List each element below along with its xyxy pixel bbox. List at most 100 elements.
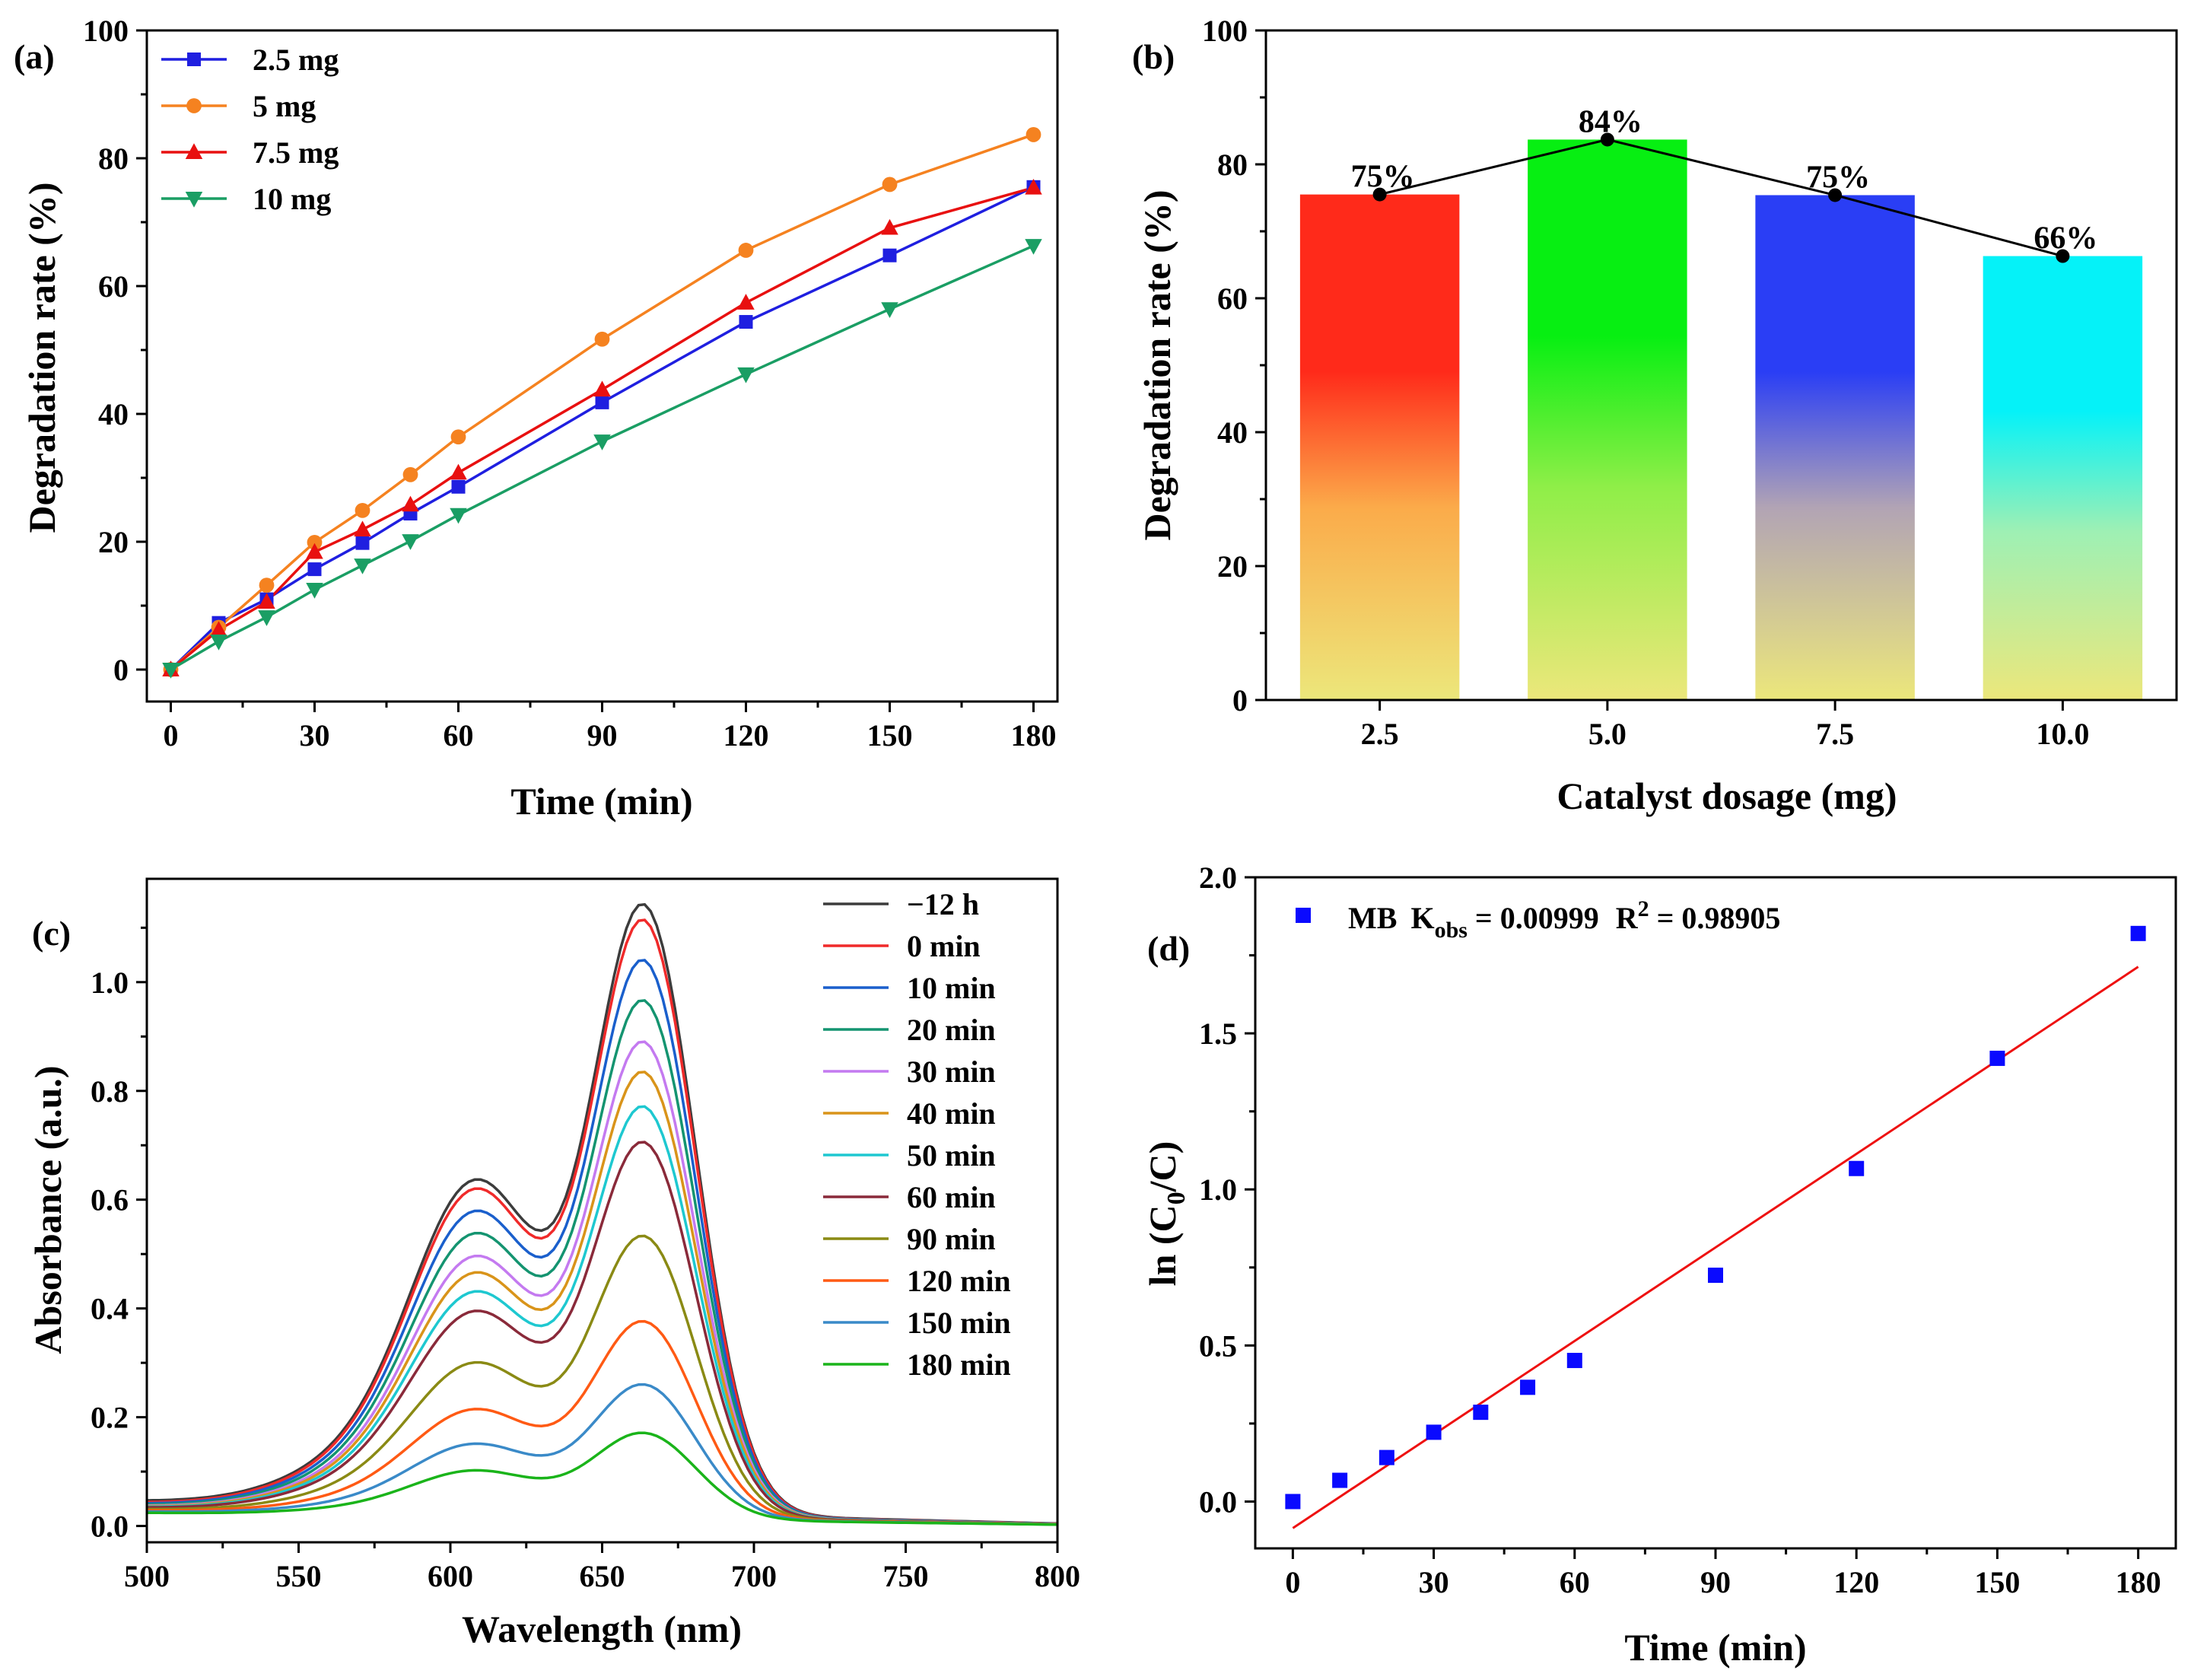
- panel-d-x-tick-label: 60: [1560, 1565, 1590, 1599]
- data-point-10-mg: [402, 534, 419, 550]
- data-point-2.5-mg: [739, 315, 753, 329]
- scatter-point: [1379, 1449, 1394, 1465]
- legend-label-7.5-mg: 7.5 mg: [253, 135, 339, 170]
- panel-b-x-tick-label: 5.0: [1588, 717, 1627, 751]
- legend-label-30-min: 30 min: [907, 1055, 996, 1089]
- panel-a-x-tick-label: 60: [444, 718, 474, 752]
- bar-7.5: [1755, 195, 1915, 701]
- panel-c-x-axis-title: Wavelength (nm): [462, 1608, 742, 1650]
- overlay-trend-line: [1379, 138, 2063, 258]
- panel-d-x-tick-label: 0: [1285, 1565, 1300, 1599]
- panel-c-y-tick-label: 1.0: [91, 966, 129, 1000]
- panel-c-y-tick-label: 0.6: [91, 1183, 129, 1217]
- legend-label-90-min: 90 min: [907, 1222, 996, 1256]
- legend-marker-7.5-mg: [185, 143, 203, 159]
- panel-b-axes-frame: [1264, 29, 2178, 702]
- panel-c-plot-area: 500 550 600 650 700 750 800 0.0 0.2 0.4 0.6 0.8 1.0: [91, 902, 1080, 1593]
- panel-a-x-tick-label: 150: [867, 718, 913, 752]
- panel-d-label: (d): [1147, 929, 1190, 968]
- overlay-point-5.0: [1600, 132, 1614, 147]
- data-point-7.5-mg: [210, 621, 227, 637]
- bar-2.5: [1299, 194, 1460, 701]
- panel-a-x-axis-title: Time (min): [510, 780, 692, 822]
- data-point-10-mg: [306, 583, 323, 599]
- panel-b-label: (b): [1132, 37, 1175, 76]
- data-point-7.5-mg: [306, 542, 323, 559]
- data-point-7.5-mg: [258, 593, 275, 609]
- panel-c-x-tick-label: 800: [1035, 1559, 1080, 1593]
- panel-c-legend: −12 h 0 min 10 min 20 min 30 min 40 min 50 min…: [823, 887, 1011, 1382]
- data-point-2.5-mg: [451, 479, 466, 494]
- panel-a-x-tick-label: 30: [300, 718, 330, 752]
- overlay-point-7.5: [1828, 188, 1843, 202]
- panel-c-x-tick-label: 550: [276, 1559, 322, 1593]
- data-point-7.5-mg: [354, 520, 371, 537]
- panel-a-legend: 2.5 mg 5 mg 7.5 mg 10 mg: [161, 43, 339, 216]
- bar-5.0: [1528, 139, 1687, 700]
- panel-c-y-tick-label: 0.0: [91, 1510, 129, 1544]
- scatter-point: [1989, 1050, 2005, 1066]
- panel-d-x-tick-label: 90: [1700, 1565, 1731, 1599]
- panel-c-spectra-chart: (c) 500 550 600 650 700 750 800 0.0 0.2 0.4 0.6 0.8…: [27, 877, 1080, 1650]
- data-point-7.5-mg: [1025, 178, 1042, 195]
- panel-a-y-tick-label: 0: [113, 653, 129, 687]
- panel-d-y-tick-label: 1.0: [1199, 1172, 1237, 1207]
- legend-label-180-min: 180 min: [907, 1348, 1011, 1382]
- panel-b-x-axis-title: Catalyst dosage (mg): [1557, 775, 1897, 817]
- data-point-10-mg: [737, 367, 755, 383]
- data-point-7.5-mg: [881, 218, 898, 235]
- data-point-10-mg: [162, 663, 180, 679]
- scatter-point: [1285, 1494, 1301, 1510]
- data-label-2.5: 75%: [1351, 160, 1415, 195]
- legend-label-0-min: 0 min: [907, 929, 981, 963]
- data-point-10-mg: [450, 508, 467, 524]
- panel-c-axes-frame: [145, 877, 1059, 1544]
- panel-c-x-tick-label: 600: [428, 1559, 473, 1593]
- panel-a-x-tick-label: 180: [1011, 718, 1057, 752]
- panel-d-y-axis-title: ln (C0/C): [1141, 1141, 1191, 1287]
- scatter-point: [1849, 1160, 1865, 1176]
- scatter-point: [1566, 1353, 1582, 1369]
- data-point-7.5-mg: [737, 294, 755, 310]
- data-point-5-mg: [1026, 127, 1041, 142]
- panel-a-plot-area: 0 30 60 90 120 150 180 0 20 40 60 80 100: [83, 14, 1057, 752]
- legend-label-10-mg: 10 mg: [253, 182, 331, 216]
- overlay-point-2.5: [1372, 187, 1387, 202]
- scatter-point: [1708, 1268, 1723, 1284]
- panel-a-y-axis-title: Degradation rate (%): [21, 183, 63, 533]
- panel-d-legend: MB Kobs = 0.00999 R2 = 0.98905: [1296, 896, 1780, 943]
- legend-marker-5-mg: [186, 98, 202, 113]
- panel-d-legend-text: MB Kobs = 0.00999 R2 = 0.98905: [1348, 896, 1780, 943]
- panel-d-x-tick-label: 30: [1419, 1565, 1449, 1599]
- series-line-10-mg: [170, 244, 1035, 671]
- panel-b-x-tick-label: 10.0: [2036, 717, 2089, 751]
- panel-a-y-tick-label: 20: [98, 525, 129, 559]
- panel-d-y-tick-label: 0.5: [1199, 1328, 1237, 1363]
- panel-c-y-tick-label: 0.4: [91, 1292, 129, 1326]
- legend-marker-mb: [1296, 908, 1311, 923]
- data-point-5-mg: [402, 466, 418, 482]
- scatter-point: [1332, 1472, 1348, 1488]
- legend-label-150-min: 150 min: [907, 1306, 1011, 1340]
- panel-c-label: (c): [32, 914, 71, 953]
- panel-d-y-tick-label: 2.0: [1199, 861, 1237, 895]
- linear-fit-line: [1292, 966, 2139, 1529]
- panel-a-x-tick-label: 120: [723, 718, 769, 752]
- legend-label-5-mg: 5 mg: [253, 89, 316, 123]
- data-point-10-mg: [881, 302, 898, 318]
- legend-label-2.5-mg: 2.5 mg: [253, 43, 339, 77]
- data-point-5-mg: [307, 534, 323, 550]
- data-point-2.5-mg: [882, 248, 897, 262]
- data-point-5-mg: [738, 243, 754, 258]
- data-point-7.5-mg: [593, 380, 611, 397]
- panel-b-y-tick-label: 80: [1217, 148, 1248, 182]
- panel-c-x-tick-label: 650: [580, 1559, 625, 1593]
- panel-b-x-tick-label: 2.5: [1361, 717, 1399, 751]
- panel-c-y-tick-label: 0.2: [91, 1401, 129, 1435]
- bar-10.0: [1983, 256, 2143, 700]
- data-label-10.0: 66%: [2034, 221, 2097, 256]
- panel-d-y-tick-label: 0.0: [1199, 1484, 1237, 1519]
- panel-b-x-tick-label: 7.5: [1816, 717, 1854, 751]
- panel-d-kinetics-chart: (d) 0 30 60 90 120 150 180 0.0 0.5 1.0 1.5 2.0 Time…: [1141, 861, 2177, 1669]
